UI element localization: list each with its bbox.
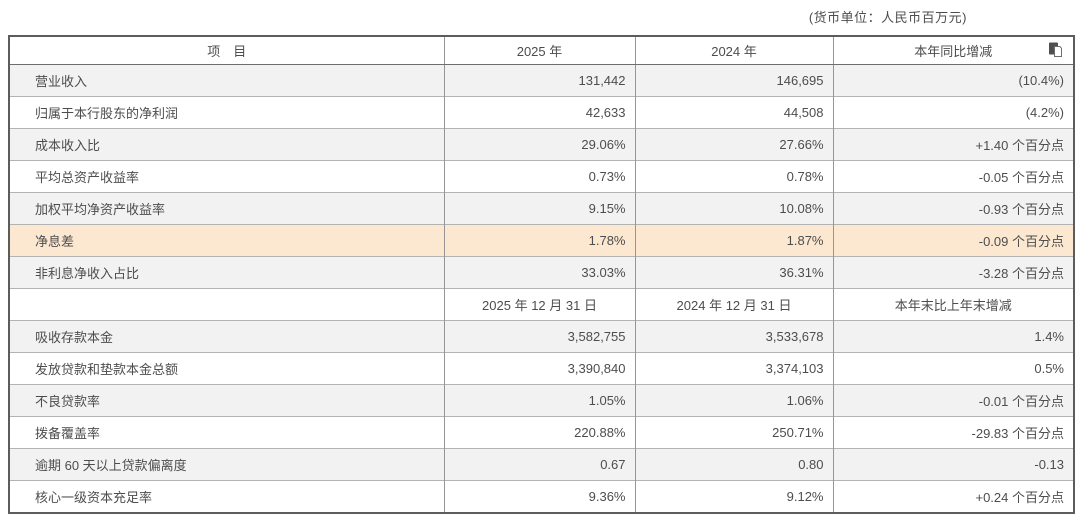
value-change: -3.28 个百分点	[832, 256, 1074, 289]
table-subheader-row: 2025 年 12 月 31 日 2024 年 12 月 31 日 本年末比上年…	[8, 288, 1074, 321]
table-header-row: 项 目 2025 年 2024 年 本年同比增减	[8, 36, 1074, 65]
value-2024: 250.71%	[634, 416, 833, 449]
value-2025: 9.15%	[443, 192, 635, 225]
value-2024: 1.06%	[634, 384, 833, 417]
value-2024: 36.31%	[634, 256, 833, 289]
value-change: -0.01 个百分点	[832, 384, 1074, 417]
value-2024: 146,695	[634, 64, 833, 97]
table-row: 不良贷款率 1.05% 1.06% -0.01 个百分点	[8, 384, 1074, 417]
row-label: 净息差	[8, 224, 444, 257]
value-2025: 9.36%	[443, 480, 635, 513]
row-label: 营业收入	[8, 64, 444, 97]
value-2025: 1.78%	[443, 224, 635, 257]
row-label: 不良贷款率	[8, 384, 444, 417]
value-change: -0.93 个百分点	[832, 192, 1074, 225]
value-change: +0.24 个百分点	[832, 480, 1074, 513]
value-change: -0.09 个百分点	[832, 224, 1074, 257]
value-2025: 33.03%	[443, 256, 635, 289]
row-label: 平均总资产收益率	[8, 160, 444, 193]
header-2025: 2025 年	[443, 36, 635, 65]
value-change: (4.2%)	[832, 96, 1074, 129]
row-label: 加权平均净资产收益率	[8, 192, 444, 225]
row-label: 发放贷款和垫款本金总额	[8, 352, 444, 385]
table-row: 逾期 60 天以上贷款偏离度 0.67 0.80 -0.13	[8, 448, 1074, 481]
value-2025: 29.06%	[443, 128, 635, 161]
value-2025: 3,390,840	[443, 352, 635, 385]
value-2025: 1.05%	[443, 384, 635, 417]
table-row: 非利息净收入占比 33.03% 36.31% -3.28 个百分点	[8, 256, 1074, 289]
value-change: -0.13	[832, 448, 1074, 481]
value-2024: 9.12%	[634, 480, 833, 513]
value-change: -0.05 个百分点	[832, 160, 1074, 193]
row-label: 成本收入比	[8, 128, 444, 161]
subheader-change-label: 本年末比上年末增减	[832, 288, 1074, 321]
header-change: 本年同比增减	[832, 36, 1074, 65]
table-row: 归属于本行股东的净利润 42,633 44,508 (4.2%)	[8, 96, 1074, 129]
row-label: 逾期 60 天以上贷款偏离度	[8, 448, 444, 481]
copy-icon[interactable]	[1048, 42, 1064, 58]
header-2024: 2024 年	[634, 36, 833, 65]
header-item: 项 目	[8, 36, 444, 65]
value-change: 0.5%	[832, 352, 1074, 385]
value-2025: 3,582,755	[443, 320, 635, 353]
value-2024: 10.08%	[634, 192, 833, 225]
table-row: 营业收入 131,442 146,695 (10.4%)	[8, 64, 1074, 97]
table-row: 平均总资产收益率 0.73% 0.78% -0.05 个百分点	[8, 160, 1074, 193]
value-2024: 0.78%	[634, 160, 833, 193]
value-2024: 3,374,103	[634, 352, 833, 385]
value-2025: 42,633	[443, 96, 635, 129]
value-2025: 220.88%	[443, 416, 635, 449]
table-row: 吸收存款本金 3,582,755 3,533,678 1.4%	[8, 320, 1074, 353]
value-2025: 0.67	[443, 448, 635, 481]
row-label: 拨备覆盖率	[8, 416, 444, 449]
table-row: 加权平均净资产收益率 9.15% 10.08% -0.93 个百分点	[8, 192, 1074, 225]
table-row: 成本收入比 29.06% 27.66% +1.40 个百分点	[8, 128, 1074, 161]
currency-unit-note: (货币单位：人民币百万元)	[808, 10, 967, 25]
subheader-2025-date: 2025 年 12 月 31 日	[443, 288, 635, 321]
value-2024: 0.80	[634, 448, 833, 481]
subheader-2024-date: 2024 年 12 月 31 日	[634, 288, 833, 321]
row-label: 非利息净收入占比	[8, 256, 444, 289]
value-2025: 131,442	[443, 64, 635, 97]
value-2024: 27.66%	[634, 128, 833, 161]
table-row-highlighted: 净息差 1.78% 1.87% -0.09 个百分点	[8, 224, 1074, 257]
table-row: 发放贷款和垫款本金总额 3,390,840 3,374,103 0.5%	[8, 352, 1074, 385]
row-label: 吸收存款本金	[8, 320, 444, 353]
table-row: 核心一级资本充足率 9.36% 9.12% +0.24 个百分点	[8, 480, 1074, 513]
value-2024: 44,508	[634, 96, 833, 129]
value-change: +1.40 个百分点	[832, 128, 1074, 161]
row-label	[8, 288, 444, 321]
value-2024: 3,533,678	[634, 320, 833, 353]
value-2025: 0.73%	[443, 160, 635, 193]
header-change-label: 本年同比增减	[914, 44, 993, 59]
value-change: 1.4%	[832, 320, 1074, 353]
financial-summary-table: 项 目 2025 年 2024 年 本年同比增减 营业收入 131,442 14…	[8, 35, 1075, 514]
row-label: 归属于本行股东的净利润	[8, 96, 444, 129]
row-label: 核心一级资本充足率	[8, 480, 444, 513]
value-2024: 1.87%	[634, 224, 833, 257]
value-change: (10.4%)	[832, 64, 1074, 97]
table-row: 拨备覆盖率 220.88% 250.71% -29.83 个百分点	[8, 416, 1074, 449]
value-change: -29.83 个百分点	[832, 416, 1074, 449]
